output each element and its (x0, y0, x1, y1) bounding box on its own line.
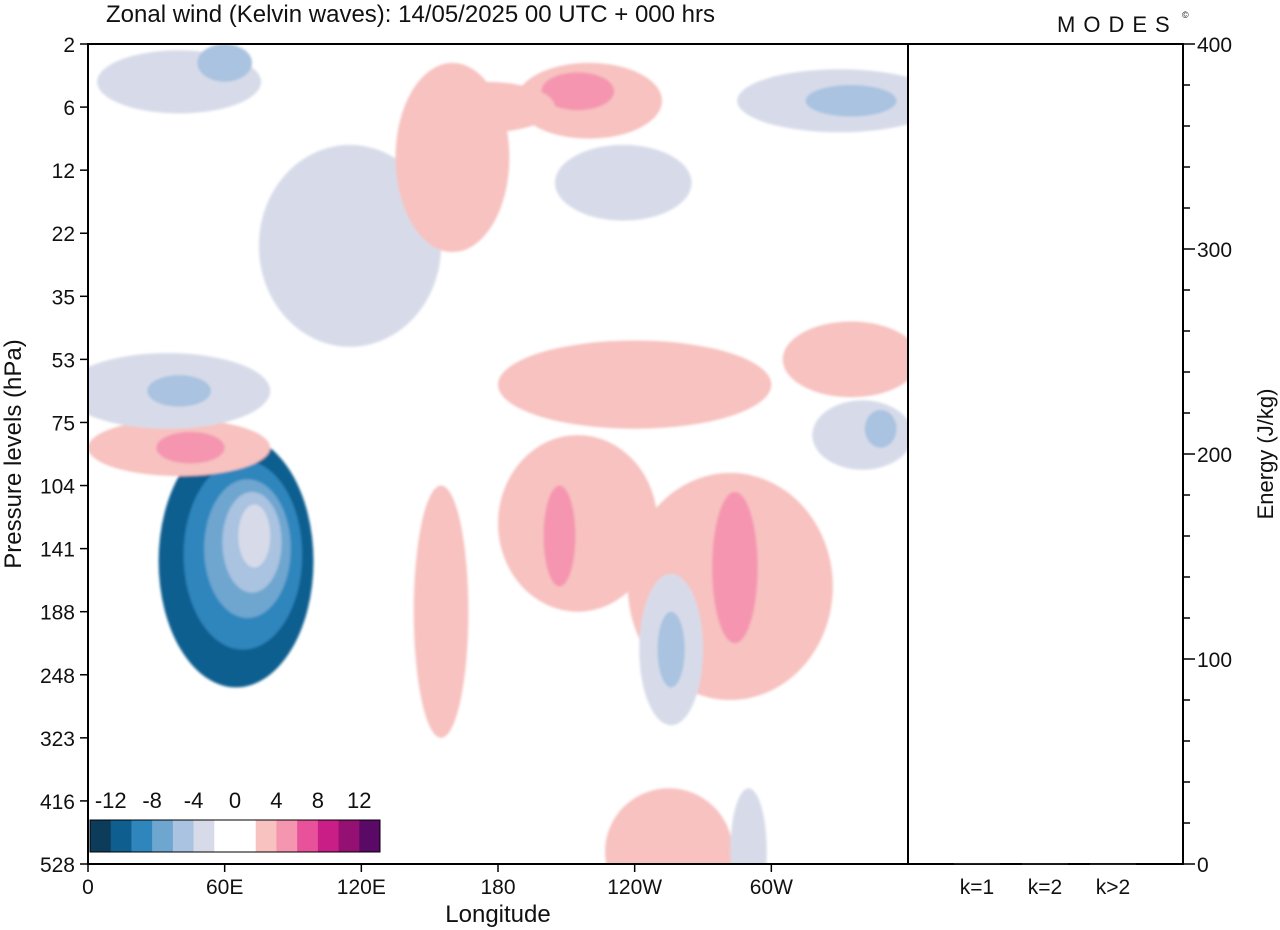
chart-title: Zonal wind (Kelvin waves): 14/05/2025 00… (106, 1, 715, 28)
x-axis-label: Longitude (445, 901, 550, 928)
colorbar-frame (89, 819, 381, 853)
pressure-tick-label: 323 (40, 728, 75, 751)
pressure-tick-label: 416 (40, 791, 75, 814)
colorbar-tick-label: 12 (347, 788, 371, 813)
colorbar (89, 819, 381, 853)
wind-anomaly-negative-12 (657, 611, 685, 688)
pressure-tick-label: 188 (40, 602, 75, 625)
wind-anomaly-negative-17 (805, 85, 897, 117)
longitude-tick-label: 180 (480, 876, 515, 899)
wind-anomaly-positive-25 (605, 788, 733, 864)
wind-anomaly-positive-13 (498, 340, 772, 429)
pressure-tick-label: 6 (63, 97, 75, 120)
longitude-tick-label: 120W (607, 876, 662, 899)
wind-anomaly-positive-8 (543, 485, 576, 587)
energy-bar (1022, 863, 1068, 865)
pressure-tick-label: 53 (52, 349, 75, 372)
energy-tick-label: 100 (1197, 649, 1232, 672)
energy-axis-label: Energy (J/kg) (1253, 389, 1278, 520)
pressure-tick-label: 75 (52, 412, 75, 435)
colorbar-tick-label: 8 (312, 788, 324, 813)
wind-anomaly-negative-29 (554, 144, 692, 221)
energy-category-label: k>2 (1096, 876, 1130, 899)
longitude-axis: 0 60E 120E 180 120W 60W (82, 864, 793, 899)
pressure-tick-label: 12 (52, 160, 75, 183)
wind-anomaly-positive-22 (782, 321, 908, 398)
wind-anomaly-negative-28 (258, 144, 442, 347)
colorbar-swatch (110, 820, 132, 852)
wind-anomaly-positive-15 (541, 72, 615, 111)
heatmap-panel: -12 -8 -4 0 4 8 12 2 6 12 22 35 53 75 104 141 188 248 323… (0, 34, 909, 928)
wind-anomaly-negative-24 (864, 409, 897, 448)
colorbar-swatch (172, 820, 194, 852)
energy-axis: 0 100 200 300 400 (1183, 34, 1232, 877)
modes-logo: MODES © (1057, 10, 1189, 37)
wind-anomaly-negative-21 (147, 375, 211, 407)
energy-bar (954, 862, 1000, 865)
colorbar-swatch (338, 820, 360, 852)
y-axis-label: Pressure levels (hPa) (0, 339, 27, 568)
wind-anomaly-positive-27 (413, 485, 469, 738)
wind-anomaly-positive-31 (418, 81, 555, 133)
colorbar-swatch (255, 820, 277, 852)
pressure-axis: 2 6 12 22 35 53 75 104 141 188 248 323 416 528 (40, 34, 88, 877)
colorbar-tick-label: -4 (184, 788, 204, 813)
heatmap-features (88, 44, 908, 864)
pressure-tick-label: 528 (40, 854, 75, 877)
energy-category-label: k=1 (960, 876, 994, 899)
wind-anomaly-negative-19 (197, 44, 253, 82)
energy-category-label: k=2 (1028, 876, 1062, 899)
energy-bars (954, 862, 1136, 865)
colorbar-swatch (235, 820, 257, 852)
colorbar-swatch (152, 820, 174, 852)
colorbar-swatch (90, 820, 112, 852)
energy-categories: k=1 k=2 k>2 (960, 876, 1130, 899)
energy-panel: 0 100 200 300 400 k=1 k=2 k>2 Energy (J/kg) (907, 34, 1278, 899)
colorbar-labels: -12 -8 -4 0 4 8 12 (95, 788, 372, 813)
energy-tick-label: 400 (1197, 34, 1232, 57)
energy-frame (907, 43, 1184, 865)
pressure-tick-label: 2 (63, 34, 75, 57)
colorbar-swatch (276, 820, 298, 852)
colorbar-swatch (359, 820, 381, 852)
pressure-tick-label: 35 (52, 286, 75, 309)
colorbar-tick-label: -12 (95, 788, 127, 813)
colorbar-swatch (193, 820, 215, 852)
pressure-tick-label: 104 (40, 476, 75, 499)
modes-registered-mark: © (1182, 10, 1189, 20)
colorbar-swatch (317, 820, 339, 852)
energy-tick-label: 200 (1197, 444, 1232, 467)
energy-bar (1090, 863, 1136, 865)
longitude-tick-label: 0 (82, 876, 94, 899)
wind-anomaly-positive-6 (156, 431, 225, 464)
wind-anomaly-negative-26 (730, 788, 767, 864)
colorbar-tick-label: -8 (142, 788, 162, 813)
pressure-tick-label: 248 (40, 665, 75, 688)
wind-anomaly-negative-4 (238, 504, 271, 568)
longitude-tick-label: 60E (206, 876, 243, 899)
pressure-tick-label: 141 (40, 539, 75, 562)
wind-anomaly-positive-10 (712, 491, 758, 644)
longitude-tick-label: 60W (750, 876, 793, 899)
wind-anomaly-positive-7 (498, 435, 658, 612)
longitude-tick-label: 120E (337, 876, 386, 899)
colorbar-tick-label: 4 (270, 788, 282, 813)
colorbar-tick-label: 0 (229, 788, 241, 813)
pressure-tick-label: 22 (52, 223, 75, 246)
energy-tick-label: 0 (1197, 854, 1209, 877)
colorbar-swatch (297, 820, 319, 852)
colorbar-swatch (214, 820, 236, 852)
wind-anomaly-negative-23 (812, 400, 908, 470)
colorbar-swatch (131, 820, 153, 852)
modes-brand: MODES (1057, 12, 1178, 37)
energy-tick-label: 300 (1197, 239, 1232, 262)
